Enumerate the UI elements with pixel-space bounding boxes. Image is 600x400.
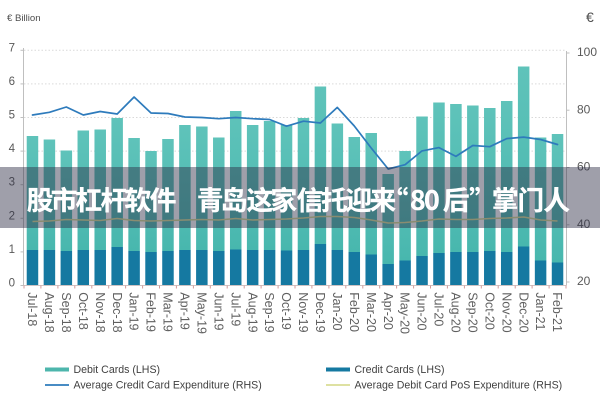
- svg-text:Oct-19: Oct-19: [279, 292, 293, 330]
- svg-text:€: €: [586, 9, 594, 25]
- svg-text:Nov-18: Nov-18: [93, 292, 107, 332]
- svg-text:Credit Cards (LHS): Credit Cards (LHS): [355, 364, 445, 376]
- svg-text:Aug-19: Aug-19: [245, 292, 259, 332]
- svg-text:Feb-19: Feb-19: [144, 292, 158, 332]
- svg-text:4: 4: [9, 143, 16, 155]
- svg-text:Oct-18: Oct-18: [76, 292, 90, 330]
- svg-text:Jul-20: Jul-20: [432, 292, 446, 326]
- svg-text:May-19: May-19: [194, 292, 208, 334]
- svg-text:Apr-19: Apr-19: [178, 292, 192, 330]
- svg-text:Aug-20: Aug-20: [449, 292, 463, 332]
- svg-text:3: 3: [9, 177, 15, 189]
- svg-text:Average Credit Card Expenditur: Average Credit Card Expenditure (RHS): [74, 380, 262, 392]
- svg-text:Jan-19: Jan-19: [127, 292, 141, 330]
- svg-text:2: 2: [9, 210, 15, 222]
- svg-text:Mar-20: Mar-20: [364, 292, 378, 332]
- svg-text:Feb-21: Feb-21: [550, 292, 564, 332]
- svg-text:Jul-19: Jul-19: [228, 292, 242, 326]
- svg-text:5: 5: [9, 110, 15, 122]
- svg-text:May-20: May-20: [398, 292, 412, 334]
- svg-text:Dec-20: Dec-20: [516, 292, 530, 332]
- svg-text:Dec-18: Dec-18: [110, 292, 124, 332]
- svg-text:Aug-18: Aug-18: [42, 292, 56, 332]
- svg-text:6: 6: [9, 76, 15, 88]
- svg-text:20: 20: [577, 274, 591, 288]
- svg-text:Jul-18: Jul-18: [25, 292, 39, 326]
- svg-text:100: 100: [577, 45, 597, 59]
- svg-text:Jun-20: Jun-20: [415, 292, 429, 330]
- svg-text:Nov-20: Nov-20: [499, 292, 513, 332]
- svg-text:Sep-19: Sep-19: [262, 292, 276, 332]
- svg-text:Mar-19: Mar-19: [161, 292, 175, 332]
- svg-text:80: 80: [577, 102, 591, 116]
- svg-text:Jan-21: Jan-21: [533, 292, 547, 330]
- svg-text:0: 0: [9, 278, 15, 290]
- svg-text:7: 7: [9, 42, 15, 54]
- svg-text:40: 40: [577, 217, 591, 231]
- svg-text:Apr-20: Apr-20: [381, 292, 395, 330]
- svg-text:Jan-20: Jan-20: [330, 292, 344, 330]
- svg-text:Nov-19: Nov-19: [296, 292, 310, 332]
- svg-text:Jun-19: Jun-19: [211, 292, 225, 330]
- svg-text:Average Debit Card PoS Expendi: Average Debit Card PoS Expenditure (RHS): [355, 380, 563, 392]
- svg-text:Sep-20: Sep-20: [465, 292, 479, 332]
- svg-text:60: 60: [577, 160, 591, 174]
- svg-text:1: 1: [9, 244, 15, 256]
- svg-text:€ Billion: € Billion: [7, 13, 41, 24]
- svg-text:Feb-20: Feb-20: [347, 292, 361, 332]
- svg-text:Oct-20: Oct-20: [482, 292, 496, 330]
- svg-text:Dec-19: Dec-19: [313, 292, 327, 332]
- svg-text:Debit Cards (LHS): Debit Cards (LHS): [74, 364, 161, 376]
- svg-text:Sep-18: Sep-18: [59, 292, 73, 332]
